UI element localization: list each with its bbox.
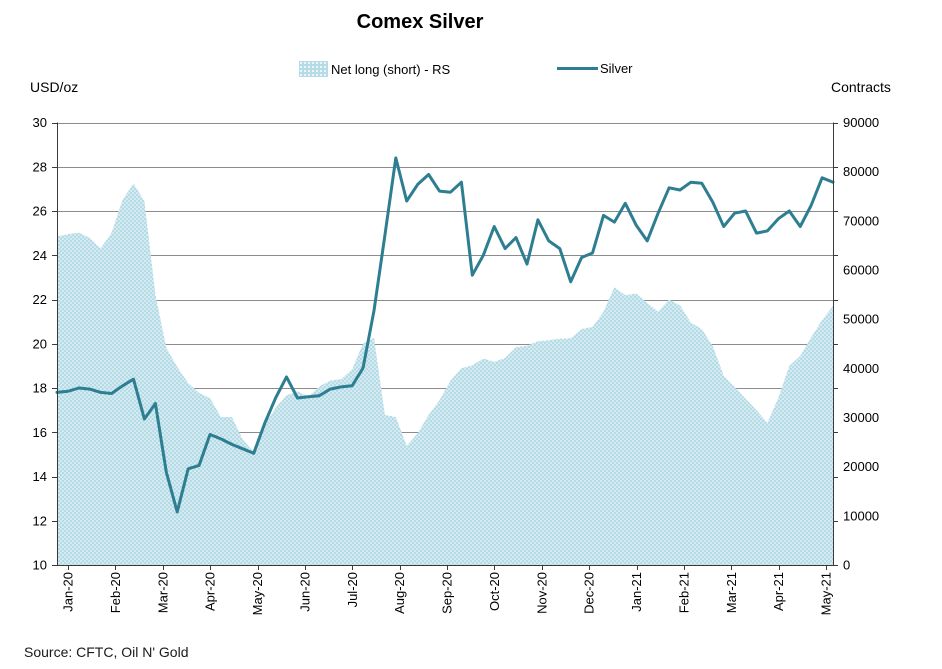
svg-text:Feb-20: Feb-20: [108, 572, 123, 613]
svg-text:Oct-20: Oct-20: [487, 572, 502, 611]
left-axis-tick-labels: 10 12 14 16 18 20 22 24 26 28 30: [33, 115, 47, 573]
silver-legend-label: Silver: [600, 61, 633, 76]
svg-text:16: 16: [33, 425, 47, 440]
right-axis-unit-label: Contracts: [831, 79, 891, 95]
svg-text:Jul-20: Jul-20: [345, 572, 360, 607]
svg-text:Jan-21: Jan-21: [629, 572, 644, 612]
net-long-legend-label: Net long (short) - RS: [331, 61, 451, 77]
svg-text:Mar-20: Mar-20: [155, 572, 170, 613]
legend-item-silver: Silver: [557, 61, 633, 76]
axis-lines: [52, 122, 838, 570]
svg-text:26: 26: [33, 204, 47, 219]
chart-title: Comex Silver: [356, 11, 484, 33]
svg-text:30000: 30000: [843, 410, 879, 425]
x-axis-tick-labels: Jan-20 Feb-20 Mar-20 Apr-20 May-20 Jun-20 Jul-…: [61, 572, 834, 615]
net-long-area-swatch: [299, 61, 328, 77]
svg-text:Jan-20: Jan-20: [61, 572, 76, 612]
svg-text:0: 0: [843, 558, 850, 573]
svg-text:Apr-21: Apr-21: [771, 572, 786, 611]
svg-text:70000: 70000: [843, 213, 879, 228]
svg-text:90000: 90000: [843, 115, 879, 130]
svg-text:50000: 50000: [843, 312, 879, 327]
svg-text:20000: 20000: [843, 459, 879, 474]
left-axis-unit-label: USD/oz: [30, 79, 79, 95]
svg-text:14: 14: [33, 469, 47, 484]
svg-text:10: 10: [33, 558, 47, 573]
svg-text:60000: 60000: [843, 263, 879, 278]
svg-text:20: 20: [33, 336, 47, 351]
svg-text:May-21: May-21: [819, 572, 834, 615]
svg-text:Mar-21: Mar-21: [724, 572, 739, 613]
svg-text:18: 18: [33, 381, 47, 396]
svg-text:10000: 10000: [843, 508, 879, 523]
svg-text:12: 12: [33, 513, 47, 528]
legend-item-net-long: Net long (short) - RS: [299, 61, 450, 77]
svg-text:May-20: May-20: [250, 572, 265, 615]
svg-text:Feb-21: Feb-21: [676, 572, 691, 613]
svg-text:28: 28: [33, 159, 47, 174]
svg-text:22: 22: [33, 292, 47, 307]
svg-text:Nov-20: Nov-20: [534, 572, 549, 614]
svg-text:Sep-20: Sep-20: [440, 572, 455, 614]
net-long-area-series: [57, 183, 833, 565]
svg-text:40000: 40000: [843, 361, 879, 376]
right-axis-tick-labels: 0 10000 20000 30000 40000 50000 60000 70000 8000…: [843, 115, 879, 573]
svg-text:Apr-20: Apr-20: [203, 572, 218, 611]
svg-text:24: 24: [33, 248, 47, 263]
svg-text:Dec-20: Dec-20: [582, 572, 597, 614]
source-note: Source: CFTC, Oil N' Gold: [24, 644, 189, 660]
svg-text:Aug-20: Aug-20: [392, 572, 407, 614]
svg-text:Jun-20: Jun-20: [297, 572, 312, 612]
silver-line-swatch: [557, 67, 598, 70]
svg-text:80000: 80000: [843, 164, 879, 179]
svg-text:30: 30: [33, 115, 47, 130]
silver-line-series: [55, 156, 835, 514]
